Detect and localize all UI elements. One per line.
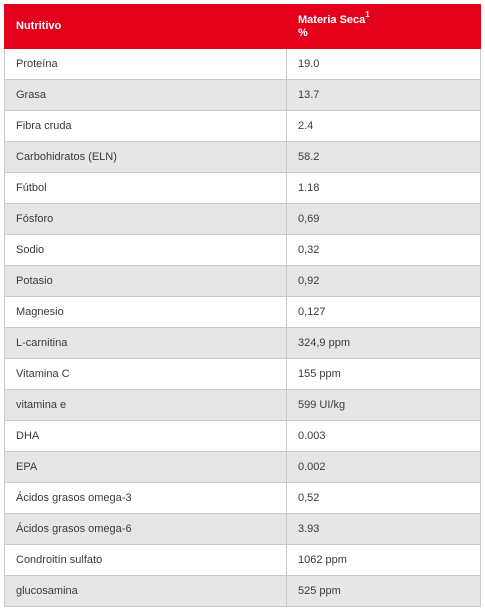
header-dry-matter: Materia Seca1%: [286, 4, 481, 49]
table-row: vitamina e 599 UI/kg: [4, 389, 481, 421]
nutrient-value-cell: 155 ppm: [286, 358, 481, 390]
nutrient-value-cell: 3.93: [286, 513, 481, 545]
table-row: Carbohidratos (ELN) 58.2: [4, 141, 481, 173]
nutrient-name-cell: Ácidos grasos omega-3: [4, 482, 287, 514]
nutrient-value-cell: 599 UI/kg: [286, 389, 481, 421]
nutrient-value-cell: 0,69: [286, 203, 481, 235]
nutrient-name-cell: Fibra cruda: [4, 110, 287, 142]
nutrient-value-cell: 0,52: [286, 482, 481, 514]
header-unit-label: %: [298, 26, 308, 39]
nutrient-name-cell: Carbohidratos (ELN): [4, 141, 287, 173]
table-row: Sodio 0,32: [4, 234, 481, 266]
table-header: Nutritivo Materia Seca1%: [4, 4, 481, 49]
table-row: L-carnitina 324,9 ppm: [4, 327, 481, 359]
table-row: Fósforo 0,69: [4, 203, 481, 235]
table-body: Proteína 19.0 Grasa 13.7 Fibra cruda 2.4 Carbo…: [4, 48, 481, 607]
nutrient-name-cell: vitamina e: [4, 389, 287, 421]
nutrient-name-cell: glucosamina: [4, 575, 287, 607]
nutrient-value-cell: 1.18: [286, 172, 481, 204]
nutrient-name-cell: Ácidos grasos omega-6: [4, 513, 287, 545]
nutrient-value-cell: 58.2: [286, 141, 481, 173]
nutrient-value-cell: 0,127: [286, 296, 481, 328]
nutrient-value-cell: 0.002: [286, 451, 481, 483]
nutrient-value-cell: 324,9 ppm: [286, 327, 481, 359]
nutrient-value-cell: 2.4: [286, 110, 481, 142]
nutrient-name-cell: DHA: [4, 420, 287, 452]
nutrient-value-cell: 19.0: [286, 48, 481, 80]
nutrition-table: Nutritivo Materia Seca1% Proteína 19.0 Gra…: [4, 4, 481, 607]
nutrient-name-cell: Condroitín sulfato: [4, 544, 287, 576]
table-row: Fútbol 1.18: [4, 172, 481, 204]
nutrient-name-cell: EPA: [4, 451, 287, 483]
table-row: Grasa 13.7: [4, 79, 481, 111]
table-row: Vitamina C 155 ppm: [4, 358, 481, 390]
nutrient-name-cell: Potasio: [4, 265, 287, 297]
header-nutrient-label: Nutritivo: [16, 20, 62, 32]
table-row: Ácidos grasos omega-3 0,52: [4, 482, 481, 514]
nutrient-name-cell: Fútbol: [4, 172, 287, 204]
table-row: Proteína 19.0: [4, 48, 481, 80]
table-row: Potasio 0,92: [4, 265, 481, 297]
nutrient-name-cell: L-carnitina: [4, 327, 287, 359]
table-row: Condroitín sulfato 1062 ppm: [4, 544, 481, 576]
nutrient-name-cell: Magnesio: [4, 296, 287, 328]
nutrient-name-cell: Fósforo: [4, 203, 287, 235]
nutrient-value-cell: 0.003: [286, 420, 481, 452]
table-row: Magnesio 0,127: [4, 296, 481, 328]
table-row: EPA 0.002: [4, 451, 481, 483]
nutrient-name-cell: Grasa: [4, 79, 287, 111]
header-row: Nutritivo Materia Seca1%: [4, 4, 481, 49]
nutrient-name-cell: Sodio: [4, 234, 287, 266]
nutrient-value-cell: 13.7: [286, 79, 481, 111]
nutrient-value-cell: 0,32: [286, 234, 481, 266]
table-row: Ácidos grasos omega-6 3.93: [4, 513, 481, 545]
nutrient-value-cell: 1062 ppm: [286, 544, 481, 576]
table-row: DHA 0.003: [4, 420, 481, 452]
table-row: Fibra cruda 2.4: [4, 110, 481, 142]
nutrient-value-cell: 525 ppm: [286, 575, 481, 607]
header-dry-matter-label: Materia Seca: [298, 13, 366, 26]
table-row: glucosamina 525 ppm: [4, 575, 481, 607]
nutrient-name-cell: Proteína: [4, 48, 287, 80]
header-nutrient: Nutritivo: [4, 4, 287, 49]
nutrient-value-cell: 0,92: [286, 265, 481, 297]
nutrition-table-container: Nutritivo Materia Seca1% Proteína 19.0 Gra…: [4, 4, 481, 607]
header-footnote-mark: 1: [365, 9, 370, 19]
nutrient-name-cell: Vitamina C: [4, 358, 287, 390]
